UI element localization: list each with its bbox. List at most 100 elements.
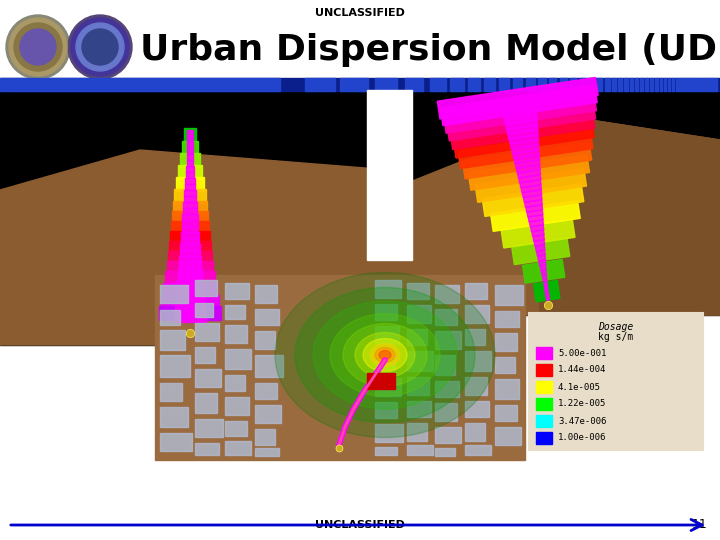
Polygon shape (475, 168, 587, 202)
Polygon shape (468, 154, 590, 190)
Bar (465, 305, 489, 323)
Polygon shape (544, 285, 548, 291)
Ellipse shape (330, 314, 440, 396)
Bar (0, 78, 280, 91)
Bar (435, 448, 455, 456)
Bar (255, 285, 277, 303)
Bar (526, 78, 535, 91)
Bar (407, 329, 427, 345)
Bar (679, 78, 681, 91)
Bar (375, 424, 403, 442)
Polygon shape (513, 150, 539, 159)
Text: 1.00e-006: 1.00e-006 (558, 434, 606, 442)
Bar (468, 78, 480, 91)
Bar (435, 331, 461, 349)
Text: UNCLASSIFIED: UNCLASSIFIED (315, 520, 405, 530)
Polygon shape (540, 265, 546, 271)
Bar (682, 78, 684, 91)
Polygon shape (450, 110, 595, 150)
Polygon shape (512, 145, 539, 154)
Bar (255, 429, 275, 445)
Bar (465, 445, 491, 455)
Bar (195, 347, 215, 363)
Polygon shape (505, 120, 538, 129)
Polygon shape (185, 184, 195, 190)
Text: 4.1e-005: 4.1e-005 (558, 382, 601, 392)
Polygon shape (185, 178, 194, 184)
Text: 5.00e-001: 5.00e-001 (558, 348, 606, 357)
Bar (635, 78, 638, 91)
Polygon shape (503, 110, 537, 119)
Bar (536, 432, 552, 444)
Bar (435, 285, 459, 303)
Bar (685, 78, 687, 91)
Bar (160, 285, 188, 303)
Text: 3.47e-006: 3.47e-006 (558, 416, 606, 426)
Polygon shape (161, 295, 219, 309)
Bar (465, 329, 485, 345)
Polygon shape (182, 220, 198, 226)
Polygon shape (523, 259, 564, 283)
Polygon shape (518, 170, 541, 178)
Bar (407, 445, 433, 455)
Polygon shape (520, 180, 541, 188)
Polygon shape (0, 150, 390, 345)
Bar (255, 355, 283, 377)
Bar (255, 405, 281, 423)
Polygon shape (168, 251, 212, 265)
Polygon shape (501, 219, 575, 248)
Bar (375, 402, 397, 418)
Bar (225, 421, 247, 436)
Polygon shape (163, 283, 217, 297)
Polygon shape (182, 141, 198, 155)
Bar (495, 285, 523, 305)
Bar (676, 78, 678, 91)
Polygon shape (521, 185, 541, 193)
Polygon shape (514, 155, 540, 164)
Bar (405, 78, 423, 91)
Polygon shape (523, 195, 542, 202)
Bar (195, 369, 221, 387)
Polygon shape (186, 160, 193, 166)
Bar (375, 326, 399, 344)
Bar (700, 78, 702, 91)
Ellipse shape (313, 301, 457, 409)
Polygon shape (462, 142, 592, 179)
Bar (375, 350, 395, 372)
Bar (195, 393, 217, 413)
Bar (375, 447, 397, 455)
Polygon shape (458, 131, 593, 168)
Bar (536, 347, 552, 359)
Circle shape (82, 29, 118, 65)
Bar (407, 305, 431, 323)
Polygon shape (187, 142, 193, 148)
Polygon shape (516, 165, 540, 173)
Circle shape (14, 23, 62, 71)
Bar (430, 78, 446, 91)
Bar (435, 403, 457, 421)
Circle shape (9, 18, 67, 76)
Bar (495, 311, 519, 327)
Polygon shape (184, 128, 196, 142)
Bar (465, 423, 485, 441)
Bar (640, 78, 643, 91)
Bar (605, 78, 610, 91)
Polygon shape (187, 148, 193, 154)
Polygon shape (187, 136, 193, 142)
Polygon shape (522, 190, 541, 198)
Ellipse shape (375, 348, 395, 362)
Bar (536, 364, 552, 376)
Bar (589, 78, 594, 91)
Polygon shape (505, 114, 537, 124)
Bar (645, 78, 648, 91)
Polygon shape (159, 306, 221, 320)
Polygon shape (534, 280, 560, 302)
Polygon shape (183, 208, 197, 214)
Bar (407, 283, 429, 299)
Polygon shape (533, 235, 544, 241)
Bar (390, 90, 720, 315)
Bar (435, 309, 457, 325)
Bar (225, 283, 249, 299)
Polygon shape (176, 298, 204, 304)
Bar (155, 275, 525, 460)
